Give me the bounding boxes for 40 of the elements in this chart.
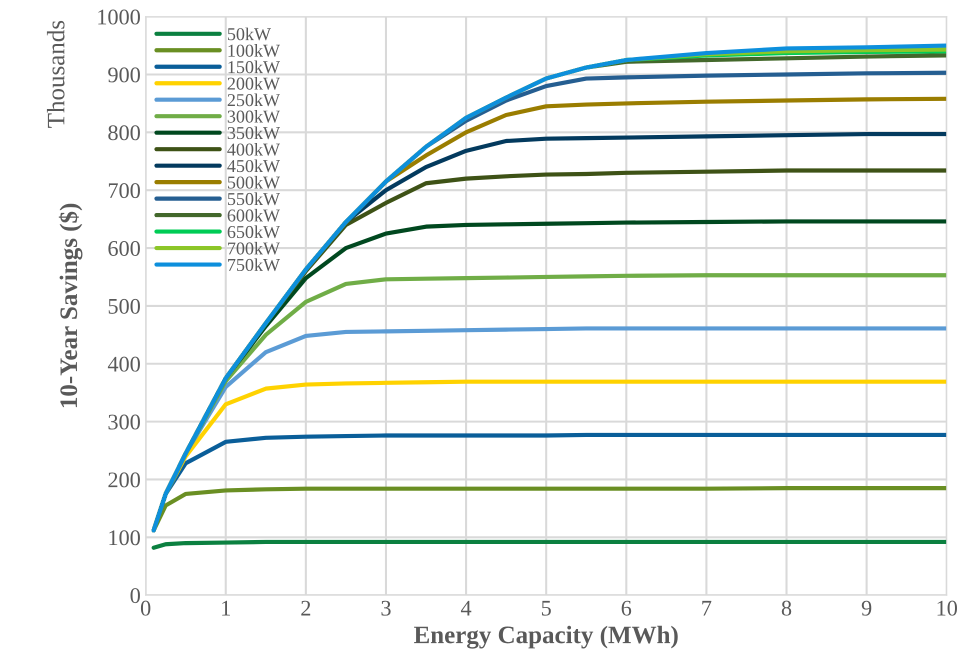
x-tick-label: 1: [222, 600, 230, 616]
x-tick-label: 5: [542, 600, 551, 616]
legend-label: 550kW: [228, 192, 280, 206]
x-tick-label: 6: [622, 600, 632, 616]
x-tick-label: 0: [140, 600, 150, 616]
legend-label: 500kW: [228, 176, 280, 189]
legend-label: 450kW: [227, 159, 280, 172]
x-axis-title: Energy Capacity (MWh): [414, 626, 678, 649]
y-tick-label: 1000: [98, 10, 140, 25]
y-tick-label: 100: [109, 530, 140, 546]
x-tick-label: 2: [301, 600, 310, 616]
y-tick-label: 300: [108, 414, 140, 430]
legend-label: 200kW: [228, 77, 280, 90]
legend-label: 150kW: [228, 60, 280, 74]
y-tick-label: 400: [108, 356, 140, 372]
legend-label: 600kW: [228, 208, 280, 222]
y-tick-label: 900: [108, 67, 140, 82]
x-tick-label: 4: [460, 600, 472, 616]
legend-label: 750kW: [228, 258, 280, 272]
legend-label: 250kW: [228, 94, 280, 106]
x-tick-label: 7: [702, 600, 712, 616]
legend-label: 650kW: [228, 225, 280, 238]
legend-label: 700kW: [228, 242, 280, 255]
text: Thousands: [46, 20, 65, 128]
y-tick-label: 200: [108, 472, 140, 488]
x-tick-label: 10: [938, 600, 957, 616]
y-axis-title: 10-Year Savings ($): [58, 204, 82, 408]
legend-label: 300kW: [228, 110, 280, 123]
x-tick-label: 9: [862, 600, 872, 616]
y-tick-label: 600: [108, 240, 140, 256]
y-tick-label: 0: [130, 588, 140, 604]
legend-label: 50kW: [228, 28, 271, 40]
x-tick-label: 8: [782, 600, 792, 616]
legend-label: 350kW: [228, 126, 280, 140]
y-tick-label: 800: [108, 125, 140, 140]
y-tick-label: 700: [108, 183, 140, 198]
legend-label: 100kW: [228, 44, 280, 57]
x-tick-label: 3: [381, 600, 391, 616]
y-tick-label: 500: [108, 298, 140, 314]
legend-label: 400kW: [227, 142, 280, 156]
